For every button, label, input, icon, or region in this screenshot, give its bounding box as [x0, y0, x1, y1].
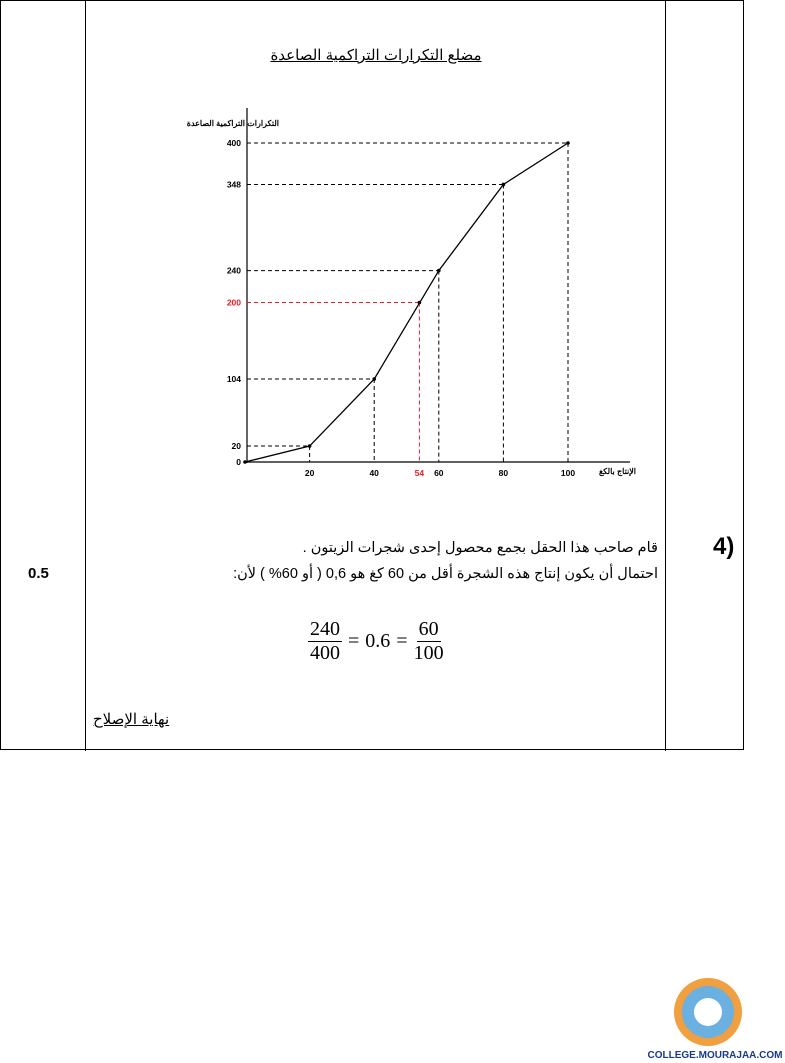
cumulative-frequency-chart: التكرارات التراكمية الصاعدة الإنتاج بالك…	[187, 108, 636, 478]
site-logo: COLLEGE.MOURAJAA.COM	[648, 978, 783, 1061]
column-divider	[85, 1, 86, 751]
denominator: 400	[310, 642, 340, 664]
y-axis-label: التكرارات التراكمية الصاعدة	[187, 119, 279, 129]
decimal-value: 0.6	[365, 630, 391, 652]
data-point	[307, 444, 312, 448]
y-tick-label: 348	[227, 179, 241, 189]
data-point	[566, 141, 570, 145]
question-number: 4)	[713, 533, 735, 560]
data-point	[437, 268, 441, 273]
statement-line-2: احتمال أن يكون إنتاج هذه الشجرة أقل من 6…	[233, 566, 658, 582]
numerator: 240	[308, 618, 342, 642]
y-tick-label: 400	[227, 138, 241, 148]
data-point	[243, 460, 247, 464]
numerator: 60	[416, 618, 441, 642]
end-of-correction: نهاية الإصلاح	[93, 711, 170, 728]
x-tick-label: 60	[434, 468, 444, 478]
x-tick-label: 54	[415, 468, 425, 478]
x-tick-label: 40	[369, 468, 379, 478]
x-tick-label: 80	[499, 468, 509, 478]
score-value: 0.5	[28, 565, 49, 582]
equals-sign: =	[348, 630, 360, 652]
answer-table	[0, 0, 744, 751]
fraction-1: 240 400	[308, 618, 342, 665]
statement-line-1: قام صاحب هذا الحقل بجمع محصول إحدى شجرات…	[302, 540, 658, 556]
denominator: 100	[413, 642, 444, 664]
fraction-2: 60 100	[414, 618, 444, 665]
x-axis-label: الإنتاج بالكغ	[599, 467, 636, 477]
data-point	[501, 182, 506, 187]
series-line	[244, 142, 569, 463]
x-tick-label: 20	[305, 468, 315, 478]
y-tick-label: 104	[227, 374, 241, 384]
y-tick-label: 20	[232, 441, 242, 451]
probability-formula: 240 400 = 0.6 = 60 100	[308, 618, 444, 665]
column-divider	[665, 1, 666, 751]
y-tick-label: 0	[236, 457, 241, 467]
highlight-point	[417, 300, 422, 305]
data-point	[372, 377, 377, 381]
equals-sign: =	[396, 630, 408, 652]
y-tick-label: 240	[227, 266, 241, 276]
svg-text:COLLEGE.MOURAJAA.COM: COLLEGE.MOURAJAA.COM	[648, 1050, 783, 1061]
x-tick-label: 100	[561, 468, 575, 478]
chart-title: مضلع التكرارات التراكمية الصاعدة	[270, 47, 482, 64]
y-tick-label: 200	[227, 298, 241, 308]
